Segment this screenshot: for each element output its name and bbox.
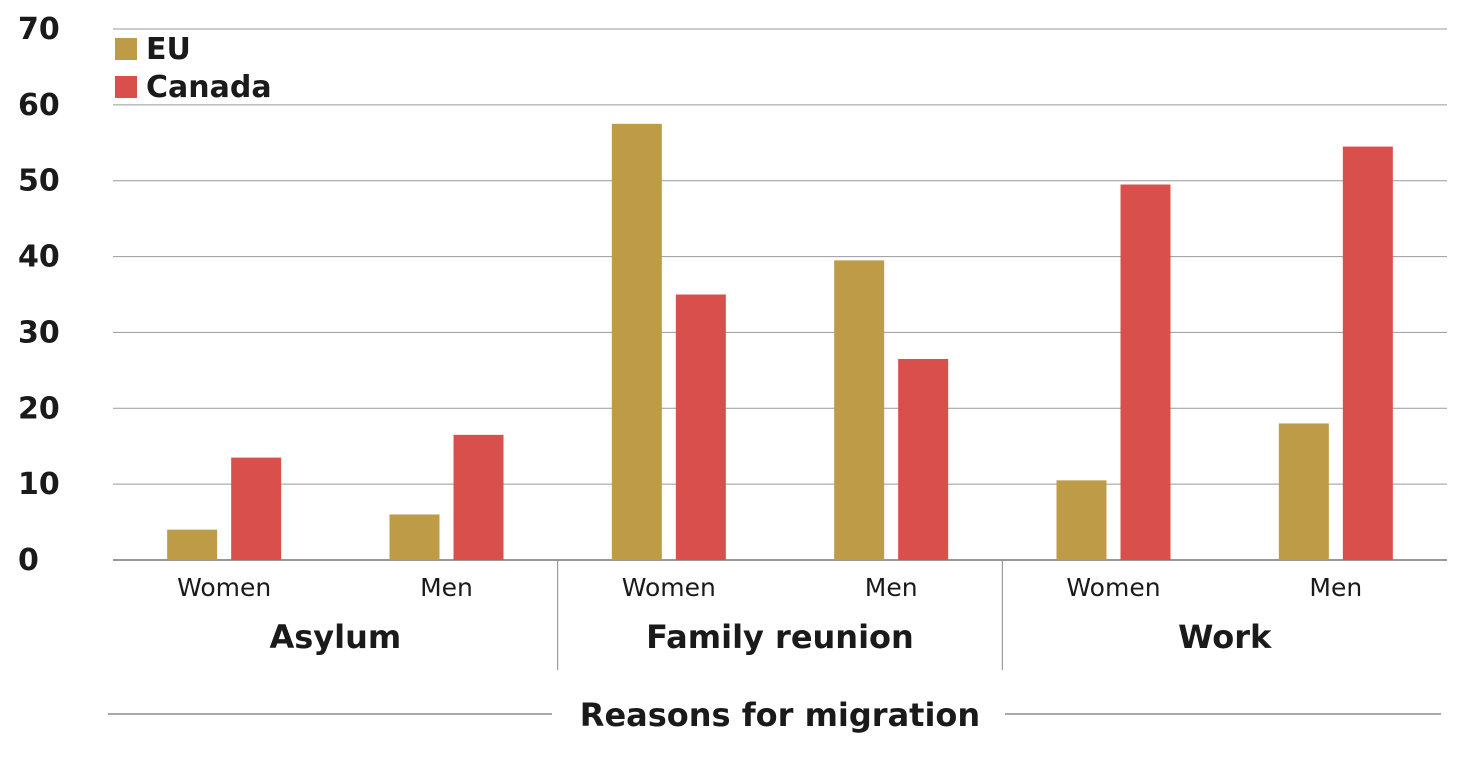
bar-eu-1 [389,514,440,560]
x-axis-labels: Women Men Women Men Women Men [177,573,1362,602]
y-axis-ticks: 0 10 20 30 40 50 60 70 [18,12,60,578]
x-axis-title: Reasons for migration [580,696,980,734]
gridlines [113,28,1447,561]
bar-eu-5 [1278,423,1329,560]
bar-eu-2 [611,123,662,561]
x-axis-title-group: Reasons for migration [108,696,1441,734]
y-tick-label: 70 [18,12,60,47]
bar-canada-4 [1120,184,1171,560]
category-label: Women [177,573,271,602]
bar-canada-3 [898,358,949,560]
bar-eu-4 [1056,480,1107,560]
group-label: Asylum [269,618,401,656]
category-label: Men [1309,573,1362,602]
legend-label-eu: EU [146,32,191,67]
category-label: Women [1066,573,1160,602]
bar-canada-5 [1342,146,1393,561]
legend-swatch-eu [115,38,137,60]
y-tick-label: 20 [18,391,60,426]
y-tick-label: 0 [18,543,39,578]
y-tick-label: 30 [18,315,60,350]
legend-label-canada: Canada [146,70,272,105]
group-labels: Asylum Family reunion Work [269,560,1272,670]
legend-swatch-canada [115,76,137,98]
y-tick-label: 40 [18,240,60,275]
group-label: Work [1178,618,1272,656]
bar-eu-3 [834,260,885,560]
bar-canada-0 [231,457,282,560]
y-tick-label: 10 [18,467,60,502]
category-label: Men [865,573,918,602]
group-label: Family reunion [646,618,914,656]
category-label: Women [622,573,716,602]
bar-canada-2 [675,294,726,560]
y-tick-label: 60 [18,88,60,123]
bars [167,123,1393,561]
bar-canada-1 [453,434,504,560]
category-label: Men [420,573,473,602]
bar-eu-0 [167,529,218,560]
y-tick-label: 50 [18,164,60,199]
